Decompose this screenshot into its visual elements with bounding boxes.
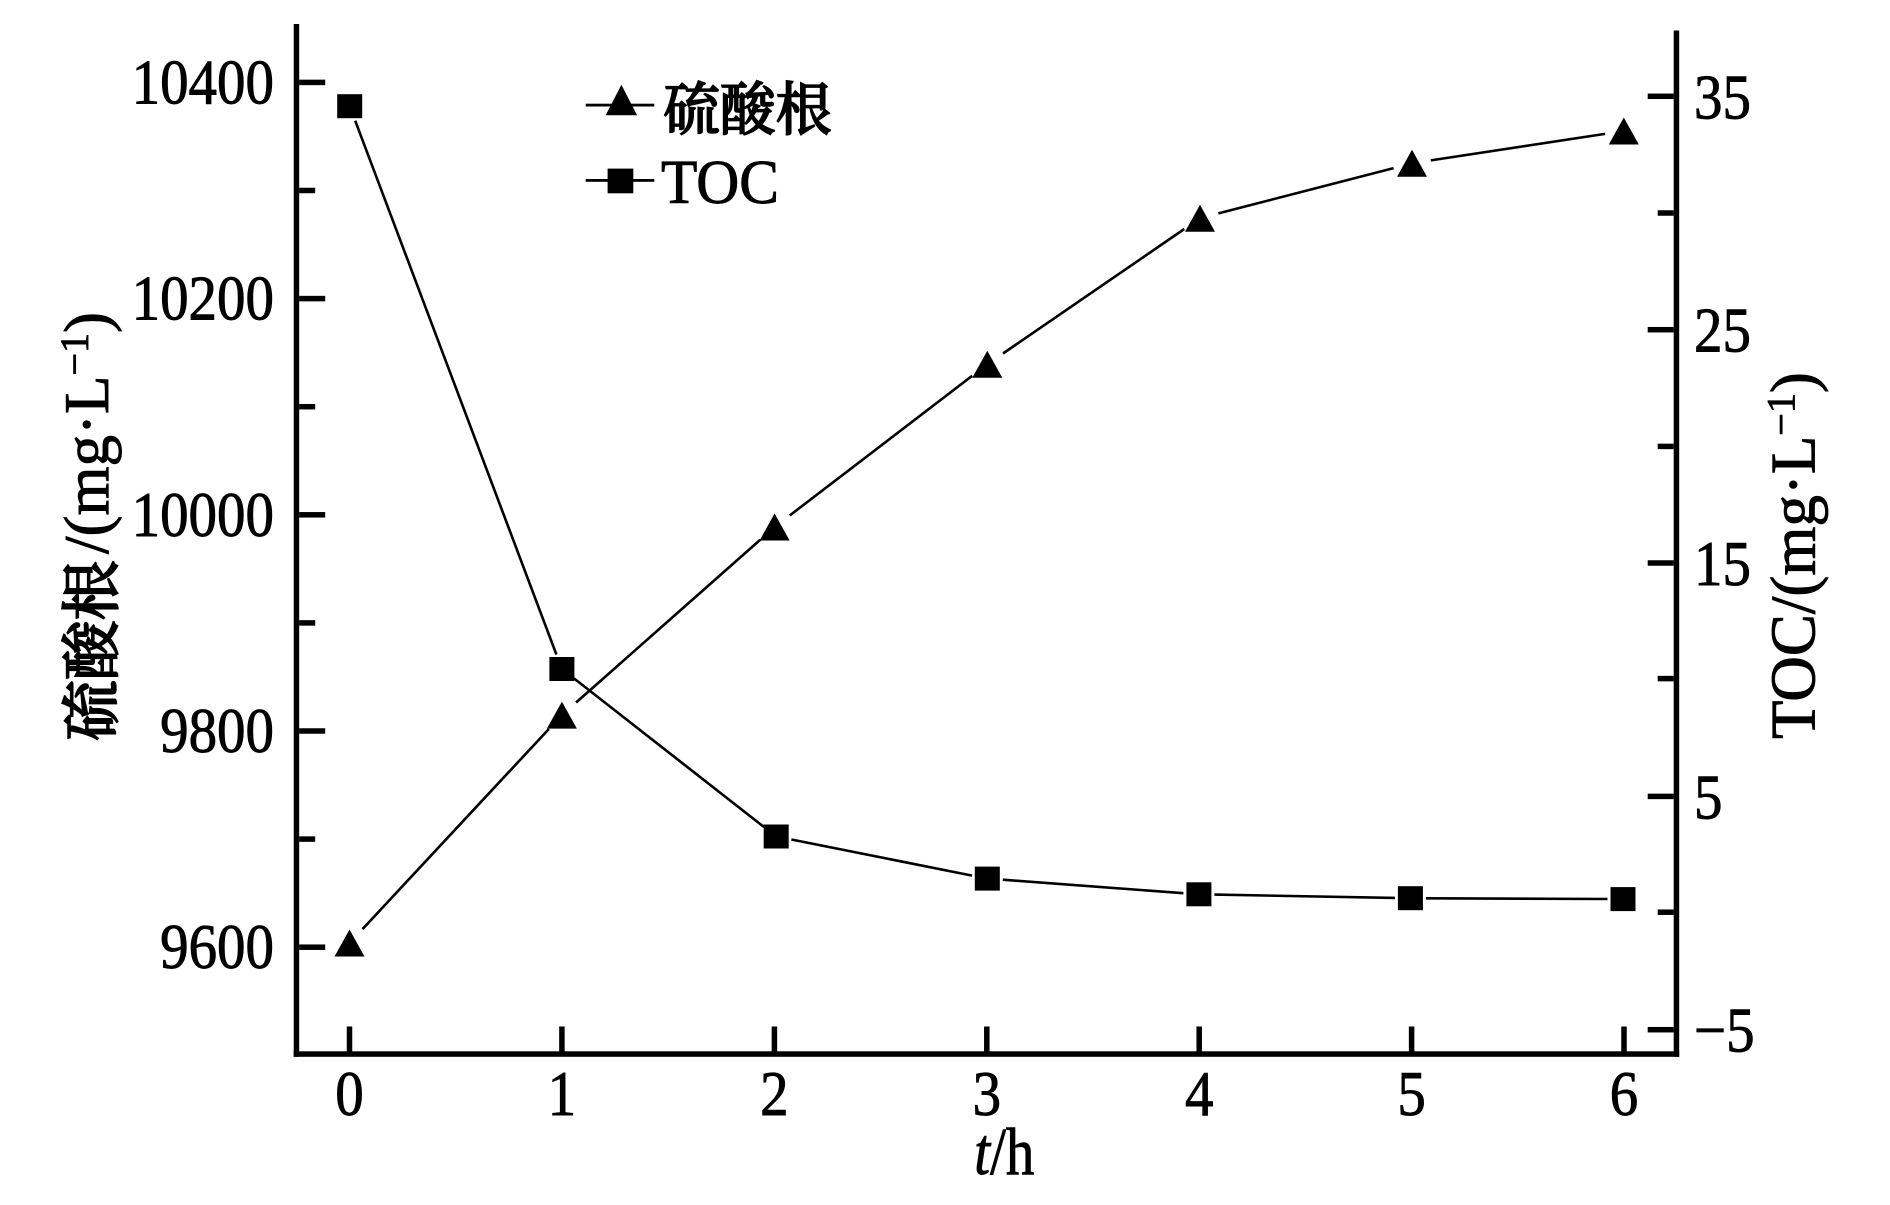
svg-text:t/h: t/h (974, 1116, 1034, 1189)
svg-text:10200: 10200 (132, 264, 274, 335)
svg-text:10000: 10000 (132, 480, 274, 551)
svg-text:2: 2 (760, 1059, 788, 1130)
svg-text:0: 0 (335, 1059, 363, 1130)
svg-text:4: 4 (1185, 1059, 1213, 1130)
svg-text:−5: −5 (1694, 996, 1755, 1067)
svg-text:25: 25 (1694, 296, 1751, 367)
svg-text:/(mg·L−1): /(mg·L−1) (52, 312, 122, 554)
svg-text:15: 15 (1694, 529, 1751, 600)
svg-text:6: 6 (1610, 1059, 1638, 1130)
svg-text:5: 5 (1397, 1059, 1425, 1130)
svg-text:9600: 9600 (160, 912, 274, 983)
svg-text:3: 3 (973, 1059, 1001, 1130)
svg-text:9800: 9800 (160, 696, 274, 767)
svg-text:1: 1 (548, 1059, 576, 1130)
svg-text:5: 5 (1694, 762, 1722, 833)
svg-text:TOC: TOC (661, 149, 779, 217)
svg-text:10400: 10400 (132, 47, 274, 118)
svg-text:35: 35 (1694, 62, 1751, 133)
